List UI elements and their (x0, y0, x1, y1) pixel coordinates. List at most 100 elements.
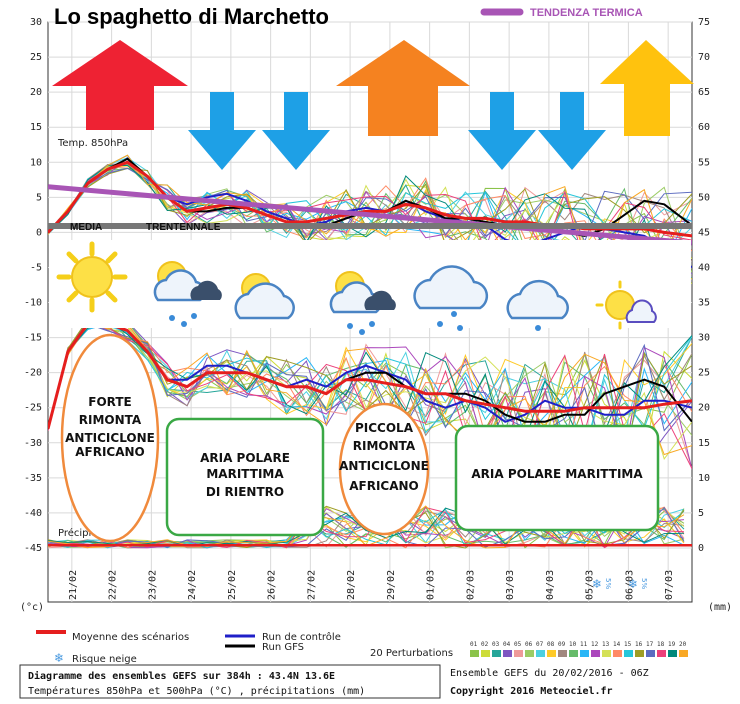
legend-mean-label: Moyenne des scénarios (72, 631, 189, 643)
x-tick-label: 27/02 (306, 570, 317, 600)
perturb-swatch (635, 650, 644, 657)
sun-cloud-small-icon (595, 280, 657, 330)
perturb-swatch (668, 650, 677, 657)
perturb-number: 03 (492, 641, 500, 648)
y-tick-left: 15 (30, 122, 42, 133)
y-tick-right: 40 (698, 262, 710, 273)
arrow-up-orange (336, 40, 470, 136)
perturb-swatch (514, 650, 523, 657)
y-tick-right: 70 (698, 52, 710, 63)
y-tick-right: 45 (698, 227, 710, 238)
y-tick-right: 50 (698, 192, 710, 203)
snow-risk-marks: ❄ 5% ❄ 5% (592, 577, 648, 591)
x-tick-label: 28/02 (346, 570, 357, 600)
perturb-swatch (470, 650, 479, 657)
x-tick-label: 03/03 (505, 570, 516, 600)
y-tick-left: -40 (24, 508, 42, 519)
y-tick-left: -35 (24, 473, 42, 484)
arrow-down-blue (262, 92, 330, 170)
legend: Moyenne des scénarios Run de contrôle Ru… (36, 630, 688, 665)
page-title: Lo spaghetto di Marchetto (54, 4, 329, 29)
x-axis: 21/02 22/02 23/02 24/02 25/02 26/02 27/02 28/02… (68, 570, 675, 600)
y-tick-left: 0 (36, 227, 42, 238)
perturb-number: 15 (624, 641, 632, 648)
ensemble-member-line (48, 318, 692, 460)
y-tick-right: 35 (698, 298, 710, 309)
rientro-line-3: DI RIENTRO (206, 485, 284, 499)
x-tick-label: 26/02 (267, 570, 278, 600)
piccola-line-3: ANTICICLONE (339, 459, 429, 473)
perturb-number: 07 (536, 641, 544, 648)
temp-850-label: Temp. 850hPa (57, 138, 128, 149)
perturb-swatch (646, 650, 655, 657)
perturb-number: 13 (602, 641, 610, 648)
y-tick-left: 5 (36, 192, 42, 203)
media-label: MEDIA (70, 222, 102, 233)
y-tick-left: 30 (30, 17, 42, 28)
weather-band (49, 240, 691, 328)
oval-piccola-rimonta (338, 402, 430, 536)
info-line-1: Diagramme des ensembles GEFS sur 384h : … (28, 670, 335, 682)
x-tick-label: 06/03 (624, 570, 635, 600)
y-tick-left: -20 (24, 368, 42, 379)
y-tick-right: 0 (698, 543, 704, 554)
perturb-swatch (481, 650, 490, 657)
perturb-swatch (602, 650, 611, 657)
sun-icon (56, 241, 128, 313)
perturb-number: 10 (569, 641, 577, 648)
sun-cloud-rain-icon (329, 271, 396, 335)
y-tick-left: -30 (24, 438, 42, 449)
arrow-down-blue (468, 92, 536, 170)
x-tick-label: 22/02 (108, 570, 119, 600)
perturb-swatch (492, 650, 501, 657)
perturb-swatch (569, 650, 578, 657)
info-box (19, 664, 441, 699)
x-tick-label: 24/02 (187, 570, 198, 600)
cloud-drizzle-icon (506, 279, 569, 331)
y-tick-right: 20 (698, 403, 710, 414)
arrow-up-yellow (600, 40, 694, 136)
mean-line-t500 (48, 322, 692, 430)
y-tick-left: 25 (30, 52, 42, 63)
perturb-number: 16 (635, 641, 643, 648)
piccola-line-4: AFRICANO (349, 479, 419, 493)
x-tick-label: 23/02 (147, 570, 158, 600)
arrow-down-blue (188, 92, 256, 170)
x-tick-label: 21/02 (68, 570, 79, 600)
perturb-number: 17 (646, 641, 654, 648)
ensemble-member-line (48, 320, 692, 470)
perturb-number: 12 (591, 641, 599, 648)
ensemble-member-line (48, 164, 692, 279)
snow-pct: 5% (640, 578, 648, 589)
x-tick-label: 05/03 (585, 570, 596, 600)
oval-forte-rimonta (60, 333, 160, 543)
snow-pct: 5% (604, 578, 612, 589)
x-tick-label: 01/03 (426, 570, 437, 600)
perturb-swatch (503, 650, 512, 657)
forte-line-3: ANTICICLONE (65, 431, 155, 445)
arrow-down-blue (538, 92, 606, 170)
legend-snow-label: Risque neige (72, 654, 137, 665)
perturb-number: 05 (514, 641, 522, 648)
perturb-number: 20 (679, 641, 687, 648)
y-tick-left: -25 (24, 403, 42, 414)
weather-icons (56, 241, 657, 335)
perturb-number: 08 (547, 641, 555, 648)
perturb-number: 19 (668, 641, 676, 648)
x-tick-label: 25/02 (227, 570, 238, 600)
rientro-line-2: MARITTIMA (206, 467, 284, 481)
forte-line-1: FORTE (88, 395, 131, 409)
perturb-number: 06 (525, 641, 533, 648)
perturb-number: 18 (657, 641, 665, 648)
y-axis-left: 30 25 20 15 10 5 0 -5 -10 -15 -20 -25 -30 -35 -40 -45 (24, 17, 42, 554)
y-tick-left: -10 (24, 298, 42, 309)
legend-control-label: Run de contrôle (262, 631, 341, 643)
box-aria-rientro (165, 417, 325, 537)
legend-gfs-label: Run GFS (262, 642, 304, 653)
perturbation-swatches: 01 02 03 04 05 06 07 08 09 10 11 12 13 14 15 16 17 18 19 20 (470, 641, 688, 657)
sun-cloud-icon (234, 273, 295, 320)
perturb-swatch (547, 650, 556, 657)
perturb-number: 11 (580, 641, 588, 648)
